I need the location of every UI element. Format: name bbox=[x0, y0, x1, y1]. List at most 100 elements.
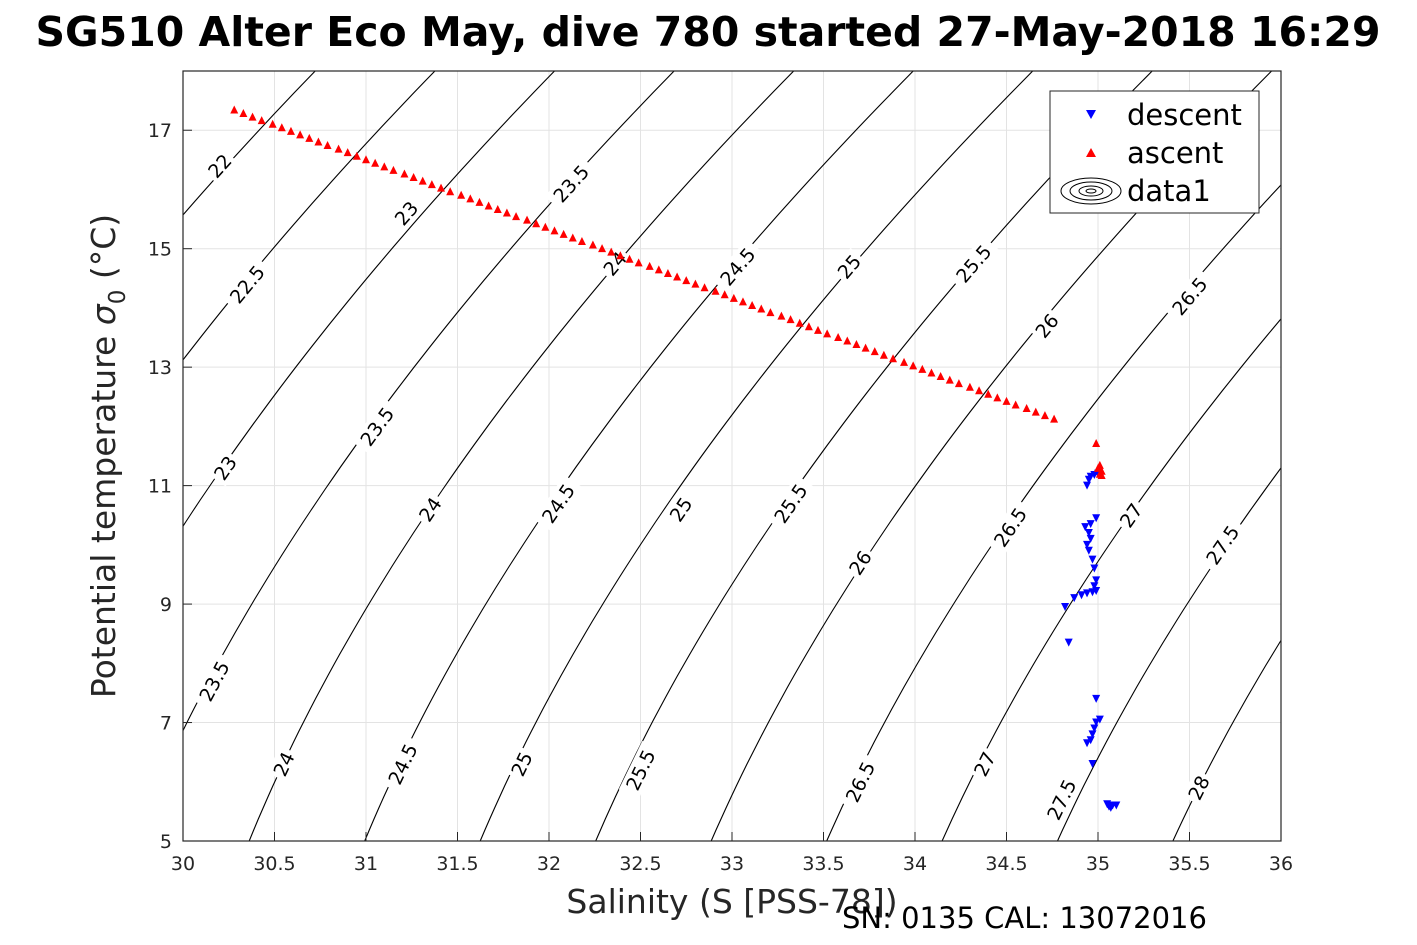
ascent-point bbox=[965, 382, 974, 391]
ascent-point bbox=[512, 212, 521, 221]
ascent-point bbox=[475, 197, 484, 206]
ascent-point bbox=[446, 187, 455, 196]
contour-line bbox=[479, 71, 1034, 841]
ascent-point bbox=[427, 180, 436, 189]
ascent-point bbox=[502, 208, 511, 217]
x-tick-label: 34 bbox=[903, 853, 927, 875]
y-axis-label-main: Potential temperature bbox=[84, 325, 123, 698]
ascent-point bbox=[918, 364, 927, 373]
ascent-point bbox=[861, 343, 870, 352]
descent-point bbox=[1095, 715, 1104, 724]
y-axis-label-subscript: 0 bbox=[105, 290, 131, 305]
ascent-point bbox=[1040, 411, 1049, 420]
serial-calibration-footer: SN: 0135 CAL: 13072016 bbox=[842, 901, 1207, 935]
ascent-point bbox=[795, 318, 804, 327]
descent-point bbox=[1088, 730, 1097, 739]
descent-point bbox=[1092, 514, 1101, 523]
legend-label-ascent: ascent bbox=[1127, 136, 1223, 170]
ascent-legend-marker bbox=[1086, 148, 1096, 157]
ascent-point bbox=[568, 233, 577, 242]
ascent-point bbox=[738, 297, 747, 306]
ascent-point bbox=[720, 290, 729, 299]
descent-point bbox=[1070, 594, 1079, 603]
descent-point bbox=[1090, 564, 1099, 573]
ascent-point bbox=[1092, 438, 1101, 447]
ascent-point bbox=[248, 112, 257, 121]
ascent-point bbox=[484, 201, 493, 210]
ascent-point bbox=[654, 265, 663, 274]
descent-point bbox=[1088, 555, 1097, 564]
ascent-point bbox=[1094, 463, 1102, 472]
contour-line bbox=[248, 71, 795, 841]
descent-point bbox=[1084, 529, 1093, 537]
ascent-point bbox=[352, 151, 361, 160]
contour-label-background bbox=[544, 156, 598, 211]
ascent-point bbox=[834, 332, 843, 341]
contour-line bbox=[826, 184, 1281, 841]
ascent-point bbox=[1011, 400, 1020, 409]
contour-label-background bbox=[352, 398, 402, 455]
descent-point bbox=[1092, 718, 1101, 727]
y-tick-label: 5 bbox=[160, 831, 172, 853]
ascent-point bbox=[625, 254, 634, 263]
ascent-point bbox=[711, 286, 720, 295]
ascent-point bbox=[362, 155, 370, 164]
x-tick-label: 30.5 bbox=[253, 853, 295, 875]
ascent-point bbox=[314, 137, 323, 146]
y-tick-label: 17 bbox=[148, 120, 172, 142]
contour-line bbox=[183, 71, 436, 361]
descent-point bbox=[1083, 739, 1092, 748]
legend-label-data1: data1 bbox=[1127, 174, 1211, 208]
ascent-point bbox=[748, 300, 757, 309]
descent-point bbox=[1083, 589, 1092, 598]
y-tick-label: 13 bbox=[148, 357, 172, 379]
ascent-point bbox=[343, 148, 352, 157]
x-tick-label: 31 bbox=[354, 853, 378, 875]
contour-label-background bbox=[711, 238, 764, 295]
x-tick-label: 30 bbox=[171, 853, 195, 875]
ascent-point bbox=[257, 116, 266, 125]
ascent-point bbox=[588, 240, 597, 249]
descent-point bbox=[1084, 546, 1093, 555]
descent-point bbox=[1090, 724, 1099, 733]
contour-label-background bbox=[1198, 516, 1247, 574]
ascent-point bbox=[852, 340, 861, 349]
axis-ticks: 30 30.5 31 31.5 32 32.5 33 33.5 34 34.5 35 35.5 36 5 7… bbox=[148, 120, 1293, 875]
ascent-point bbox=[766, 308, 775, 317]
ascent-point bbox=[523, 215, 532, 224]
ascent-point bbox=[1031, 407, 1040, 416]
contour-label-background bbox=[388, 194, 425, 232]
contour-line bbox=[1172, 639, 1281, 841]
ascent-point bbox=[700, 283, 709, 292]
ascent-point bbox=[1050, 414, 1059, 423]
ascent-point bbox=[777, 311, 786, 320]
y-axis-label-unit: (°C) bbox=[84, 214, 123, 290]
contour-label-background bbox=[663, 490, 699, 528]
contour-label-background bbox=[1039, 770, 1084, 829]
ascent-point bbox=[334, 144, 343, 153]
ascent-point bbox=[984, 389, 993, 398]
ascent-point bbox=[804, 322, 813, 331]
descent-point bbox=[1086, 534, 1095, 543]
ascent-point bbox=[598, 244, 607, 253]
contour-line bbox=[183, 71, 316, 216]
contour-label-background bbox=[766, 474, 815, 532]
ascent-point bbox=[380, 162, 389, 171]
ascent-point bbox=[814, 325, 823, 334]
contour-line bbox=[364, 71, 914, 841]
descent-point bbox=[1086, 736, 1095, 745]
ascent-point bbox=[691, 279, 700, 288]
contour-label-background bbox=[838, 752, 882, 811]
contour-label-background bbox=[221, 256, 273, 313]
legend-label-descent: descent bbox=[1127, 98, 1242, 132]
contour-label-background bbox=[842, 544, 878, 582]
ascent-point bbox=[437, 183, 446, 192]
x-tick-label: 35 bbox=[1086, 853, 1110, 875]
y-tick-label: 9 bbox=[160, 594, 172, 616]
ascent-point bbox=[927, 368, 936, 377]
contour-label-background bbox=[1113, 496, 1149, 534]
ascent-point bbox=[296, 130, 305, 139]
contour-label-background bbox=[505, 745, 538, 783]
ascent-point bbox=[682, 276, 691, 285]
contour-label-background bbox=[267, 745, 300, 783]
